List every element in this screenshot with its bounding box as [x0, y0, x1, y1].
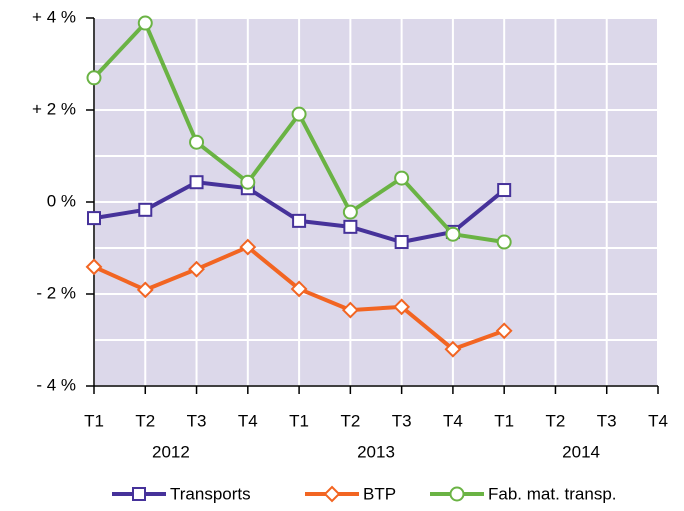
marker [495, 322, 513, 340]
x-tick-label: T2 [340, 411, 360, 430]
group-label: 2012 [152, 442, 190, 461]
group-label: 2014 [562, 442, 600, 461]
x-tick-label: T2 [546, 411, 566, 430]
group-label: 2013 [357, 442, 395, 461]
marker [136, 281, 154, 299]
y-tick-label: - 4 % [36, 375, 76, 394]
marker [341, 301, 359, 319]
marker [292, 213, 307, 228]
marker [240, 174, 256, 190]
marker [496, 234, 512, 250]
legend-label: Fab. mat. transp. [488, 484, 617, 503]
x-tick-label: T1 [494, 411, 514, 430]
marker [87, 211, 101, 226]
marker [497, 183, 512, 198]
marker [290, 280, 308, 298]
marker [449, 486, 465, 502]
x-tick-label: T1 [289, 411, 309, 430]
legend-label: Transports [170, 484, 251, 503]
marker [239, 238, 257, 256]
marker [444, 340, 462, 358]
marker [188, 260, 205, 278]
marker [132, 487, 146, 501]
x-tick-label: T2 [135, 411, 155, 430]
marker [86, 70, 102, 86]
x-tick-label: T1 [84, 411, 104, 430]
y-tick-label: + 4 % [32, 7, 76, 26]
x-tick-label: T4 [443, 411, 463, 430]
marker [342, 204, 358, 220]
y-tick-label: 0 % [47, 191, 76, 210]
marker [323, 485, 341, 503]
marker [445, 226, 461, 242]
y-tick-label: - 2 % [36, 283, 76, 302]
marker [138, 202, 153, 217]
marker [189, 134, 205, 150]
legend-label: BTP [363, 484, 396, 503]
marker [394, 235, 409, 250]
x-tick-label: T3 [597, 411, 617, 430]
marker [291, 106, 307, 122]
x-tick-label: T4 [238, 411, 258, 430]
marker [393, 298, 411, 316]
x-tick-label: T4 [648, 411, 668, 430]
marker [85, 258, 103, 276]
marker [343, 219, 358, 234]
marker [189, 175, 204, 190]
marker [137, 15, 153, 31]
x-tick-label: T3 [392, 411, 412, 430]
x-tick-label: T3 [187, 411, 207, 430]
y-tick-label: + 2 % [32, 99, 76, 118]
marker [394, 170, 410, 186]
